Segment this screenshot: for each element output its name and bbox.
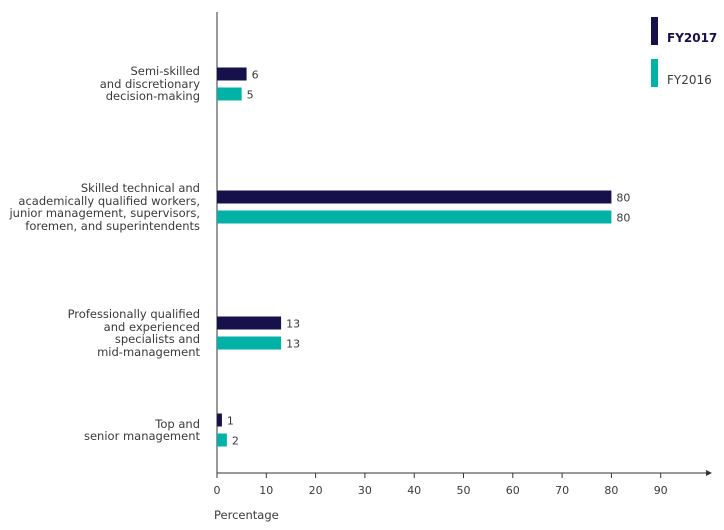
- x-tick-label: 0: [214, 484, 221, 497]
- x-tick-label: 30: [358, 484, 372, 497]
- bar-fy2016-1: [217, 210, 612, 224]
- bar-fy2017-1: [217, 190, 612, 204]
- legend-swatch-fy2016: [651, 59, 658, 87]
- data-label-fy2016-3: 2: [232, 435, 239, 448]
- x-tick-label: 10: [259, 484, 273, 497]
- data-label-fy2017-3: 1: [227, 415, 234, 428]
- category-label-1: Skilled technical and academically quali…: [9, 181, 200, 233]
- x-tick-label: 70: [555, 484, 569, 497]
- data-label-fy2016-1: 80: [616, 212, 630, 225]
- category-label-0: Semi-skilled and discretionary decision-…: [99, 64, 200, 104]
- bar-fy2017-0: [217, 67, 247, 81]
- chart-bars: 6 5 80 80 13 13 1 2: [217, 67, 630, 448]
- x-axis-arrow: [706, 470, 712, 476]
- bar-fy2016-0: [217, 87, 242, 101]
- bar-fy2016-3: [217, 433, 227, 447]
- x-axis-ticks: 0 10 20 30 40 50 60 70 80 90: [214, 473, 668, 497]
- chart-axes: [216, 12, 712, 476]
- legend-label-fy2017: FY2017: [667, 31, 718, 45]
- x-axis-label: Percentage: [214, 508, 279, 522]
- x-tick-label: 60: [506, 484, 520, 497]
- data-label-fy2017-0: 6: [252, 69, 259, 82]
- data-label-fy2017-1: 80: [616, 192, 630, 205]
- bar-fy2016-2: [217, 336, 282, 350]
- bar-fy2017-3: [217, 413, 222, 427]
- x-tick-label: 40: [407, 484, 421, 497]
- data-label-fy2016-0: 5: [247, 89, 254, 102]
- category-label-2: Professionally qualified and experienced…: [67, 307, 200, 359]
- x-tick-label: 20: [309, 484, 323, 497]
- x-tick-label: 80: [604, 484, 618, 497]
- legend-label-fy2016: FY2016: [667, 73, 712, 87]
- data-label-fy2016-2: 13: [286, 338, 300, 351]
- legend-swatch-fy2017: [651, 17, 658, 45]
- bar-fy2017-2: [217, 316, 282, 330]
- category-label-3: Top and senior management: [83, 416, 200, 443]
- data-label-fy2017-2: 13: [286, 318, 300, 331]
- x-tick-label: 50: [457, 484, 471, 497]
- x-tick-label: 90: [654, 484, 668, 497]
